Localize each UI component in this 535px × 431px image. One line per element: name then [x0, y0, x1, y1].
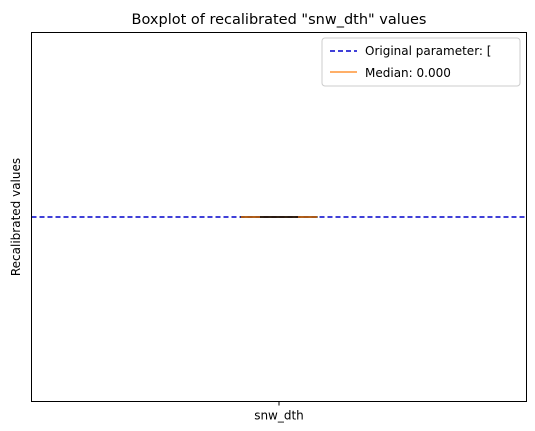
legend-label-median: Median: 0.000 — [365, 66, 451, 80]
legend: Original parameter: [ Median: 0.000 — [322, 38, 520, 86]
plot-area — [32, 217, 527, 218]
chart-title: Boxplot of recalibrated "snw_dth" values — [132, 12, 427, 28]
x-axis-ticks: snw_dth — [254, 402, 304, 423]
x-tick-label: snw_dth — [254, 409, 304, 423]
y-axis-label: Recalibrated values — [9, 158, 23, 276]
legend-label-original-parameter: Original parameter: [ — [365, 44, 491, 58]
